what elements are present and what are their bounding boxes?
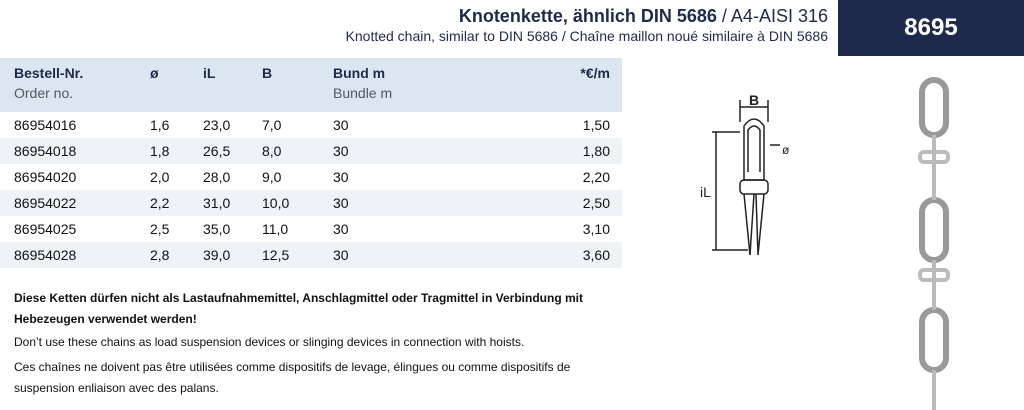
table-cell: 2,20 — [582, 169, 610, 185]
table-cell: 86954020 — [14, 169, 77, 185]
table-cell: 30 — [333, 195, 349, 211]
table-cell: 8,0 — [262, 143, 282, 159]
table-cell: 30 — [333, 169, 349, 185]
table-cell: 30 — [333, 143, 349, 159]
table-cell: 30 — [333, 247, 349, 263]
table-cell: 10,0 — [262, 195, 290, 211]
note-en: Don’t use these chains as load suspensio… — [14, 335, 525, 349]
material: / A4-AISI 316 — [721, 6, 828, 26]
table-cell: 2,5 — [150, 221, 170, 237]
table-cell: 31,0 — [203, 195, 231, 211]
table-cell: 86954018 — [14, 143, 77, 159]
title-de: Knotenkette, ähnlich DIN 5686 — [458, 6, 717, 26]
table-cell: 35,0 — [203, 221, 231, 237]
table-cell: 30 — [333, 117, 349, 133]
table-cell: 86954025 — [14, 221, 77, 237]
column-header: Bund m — [333, 65, 386, 81]
table-cell: 11,0 — [262, 221, 289, 237]
illustration: B ø iL — [700, 77, 950, 410]
table-row: 86954016 1,6 23,0 7,0 30 1,50 — [0, 112, 622, 138]
table-cell: 86954028 — [14, 247, 77, 263]
table-cell: 9,0 — [262, 169, 282, 185]
table-cell: 28,0 — [203, 169, 231, 185]
column-header: ø — [150, 65, 159, 81]
table-header: Bestell-Nr. Order no. ø iL B Bund m Bundle m *€… — [0, 58, 622, 112]
title: Knotenkette, ähnlich DIN 5686 / A4-AISI … — [459, 6, 828, 27]
table-cell: 3,10 — [582, 221, 610, 237]
table-cell: 2,0 — [150, 169, 170, 185]
table-cell: 12,5 — [262, 247, 290, 263]
table-cell: 30 — [333, 221, 349, 237]
column-header-en: Order no. — [14, 85, 74, 101]
table-cell: 2,2 — [150, 195, 170, 211]
table-cell: 39,0 — [203, 247, 231, 263]
table-cell: 86954016 — [14, 117, 77, 133]
table-cell: 1,80 — [582, 143, 610, 159]
column-header: B — [262, 65, 273, 81]
table-row: 86954025 2,5 35,0 11,0 30 3,10 — [0, 216, 622, 242]
table-row: 86954020 2,0 28,0 9,0 30 2,20 — [0, 164, 622, 190]
table-row: 86954018 1,8 26,5 8,0 30 1,80 — [0, 138, 622, 164]
diameter-label: ø — [782, 143, 790, 157]
table-cell: 26,5 — [203, 143, 231, 159]
table-cell: 7,0 — [262, 117, 282, 133]
column-header: *€/m — [580, 65, 610, 81]
subtitle: Knotted chain, similar to DIN 5686 / Cha… — [345, 28, 828, 44]
note-fr: Ces chaînes ne doivent pas être utilisée… — [14, 360, 571, 395]
table-row: 86954022 2,2 31,0 10,0 30 2,50 — [0, 190, 622, 216]
table-cell: 3,60 — [582, 247, 610, 263]
note-de: Diese Ketten dürfen nicht als Lastaufnah… — [14, 291, 583, 326]
article-number: 8695 — [838, 0, 1024, 56]
table-cell: 2,8 — [150, 247, 170, 263]
column-header-en: Bundle m — [333, 85, 393, 101]
table-row: 86954028 2,8 39,0 12,5 30 3,60 — [0, 242, 622, 268]
column-header: Bestell-Nr. — [14, 65, 84, 81]
table-cell: 1,6 — [150, 117, 170, 133]
table-cell: 1,50 — [582, 117, 610, 133]
length-label: iL — [700, 184, 711, 200]
table-cell: 1,8 — [150, 143, 170, 159]
table-cell: 2,50 — [582, 195, 610, 211]
width-label: B — [749, 92, 759, 108]
column-header: iL — [203, 65, 216, 81]
table-cell: 86954022 — [14, 195, 77, 211]
table-cell: 23,0 — [203, 117, 231, 133]
